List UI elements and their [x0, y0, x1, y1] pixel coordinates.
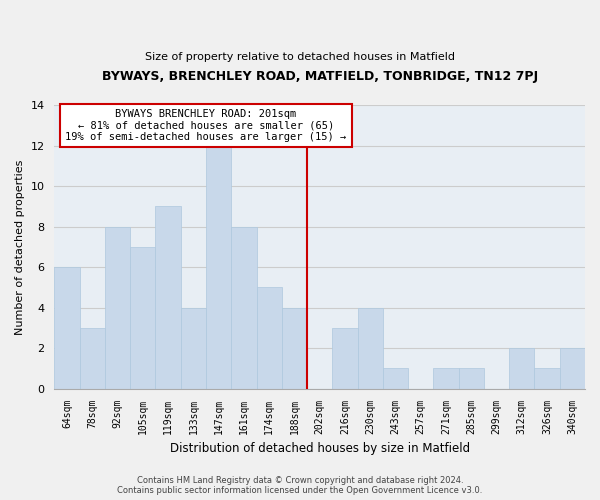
Bar	[257, 288, 282, 388]
Bar	[332, 328, 358, 388]
Title: BYWAYS, BRENCHLEY ROAD, MATFIELD, TONBRIDGE, TN12 7PJ: BYWAYS, BRENCHLEY ROAD, MATFIELD, TONBRI…	[101, 70, 538, 83]
Bar	[433, 368, 458, 388]
X-axis label: Distribution of detached houses by size in Matfield: Distribution of detached houses by size …	[170, 442, 470, 455]
Bar	[105, 226, 130, 388]
Bar	[509, 348, 535, 389]
Bar	[80, 328, 105, 388]
Text: Size of property relative to detached houses in Matfield: Size of property relative to detached ho…	[145, 52, 455, 62]
Bar	[560, 348, 585, 389]
Bar	[282, 308, 307, 388]
Text: Contains HM Land Registry data © Crown copyright and database right 2024.
Contai: Contains HM Land Registry data © Crown c…	[118, 476, 482, 495]
Bar	[181, 308, 206, 388]
Bar	[535, 368, 560, 388]
Bar	[358, 308, 383, 388]
Y-axis label: Number of detached properties: Number of detached properties	[15, 159, 25, 334]
Bar	[206, 146, 231, 388]
Bar	[458, 368, 484, 388]
Bar	[55, 267, 80, 388]
Bar	[383, 368, 408, 388]
Bar	[231, 226, 257, 388]
Bar	[130, 247, 155, 388]
Bar	[155, 206, 181, 388]
Text: BYWAYS BRENCHLEY ROAD: 201sqm
← 81% of detached houses are smaller (65)
19% of s: BYWAYS BRENCHLEY ROAD: 201sqm ← 81% of d…	[65, 109, 347, 142]
